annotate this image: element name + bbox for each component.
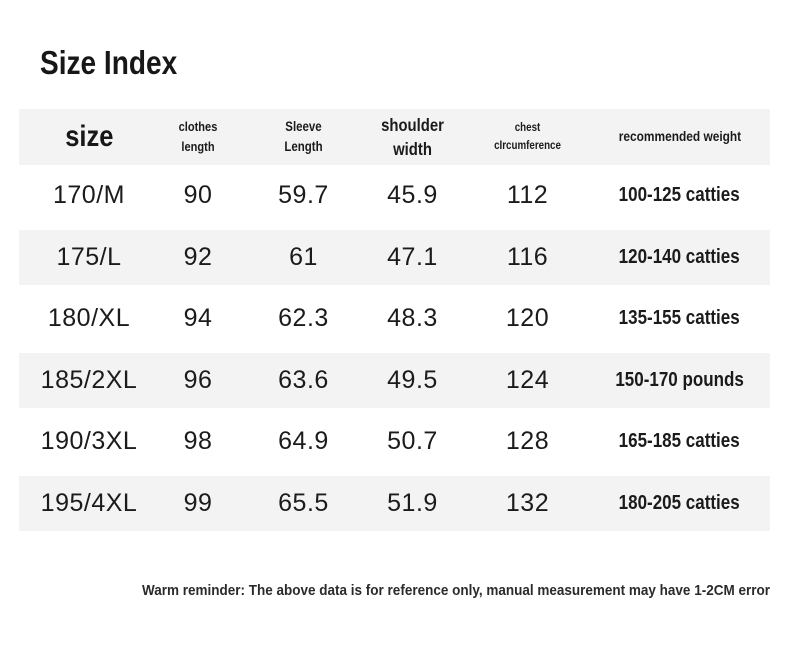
cell-shoulder-width: 51.9 xyxy=(387,488,438,517)
cell-chest-circumference: 128 xyxy=(505,427,550,456)
footer-note: Warm reminder: The above data is for ref… xyxy=(142,582,770,599)
header-cell-size: size xyxy=(19,120,159,154)
table-row-1852xl: 185/2XL 96 63.6 49.5 124 150-170 pounds xyxy=(19,349,770,411)
cell-shoulder-width: 48.3 xyxy=(387,304,438,333)
cell-clothes-length: 90 xyxy=(183,181,213,210)
cell-chest-circumference: 120 xyxy=(505,304,550,333)
table-row-170m: 170/M 90 59.7 45.9 112 100-125 catties xyxy=(19,165,770,227)
col-label-shoulder: shoulder xyxy=(381,115,444,135)
cell-clothes-length: 94 xyxy=(183,304,213,333)
table-row-180xl: 180/XL 94 62.3 48.3 120 135-155 catties xyxy=(19,288,770,350)
cell-clothes-length: 96 xyxy=(183,365,213,394)
cell-sleeve-length: 62.3 xyxy=(278,304,329,333)
header-cell-chest-circumference: chest cIrcumference xyxy=(455,119,600,155)
cell-size: 195/4XL xyxy=(40,488,138,517)
cell-chest-circumference: 124 xyxy=(505,365,550,394)
table-header-row: size clothes length Sleeve Length should… xyxy=(19,109,770,165)
col-label-sleeve-2: Length xyxy=(284,139,323,154)
cell-size: 180/XL xyxy=(47,304,131,333)
cell-size: 170/M xyxy=(53,181,125,210)
col-label-clothes-2: length xyxy=(181,139,215,154)
cell-clothes-length: 98 xyxy=(183,427,213,456)
cell-clothes-length: 92 xyxy=(183,242,213,271)
table-row-175l: 175/L 92 61 47.1 116 120-140 catties xyxy=(19,226,770,288)
header-cell-clothes-length: clothes length xyxy=(159,117,237,157)
col-label-size: size xyxy=(64,120,114,153)
size-table: size clothes length Sleeve Length should… xyxy=(19,109,770,534)
cell-sleeve-length: 65.5 xyxy=(278,488,329,517)
table-row-1903xl: 190/3XL 98 64.9 50.7 128 165-185 catties xyxy=(19,411,770,473)
cell-recommended-weight: 120-140 catties xyxy=(619,245,740,268)
page-title: Size Index xyxy=(40,44,178,81)
cell-shoulder-width: 47.1 xyxy=(387,242,438,271)
header-cell-recommended-weight: recommended weight xyxy=(600,128,770,146)
col-label-chest: chest xyxy=(514,122,541,134)
cell-recommended-weight: 100-125 catties xyxy=(619,184,740,207)
cell-size: 175/L xyxy=(56,242,122,271)
header-cell-shoulder-width: shoulder width xyxy=(370,113,455,161)
cell-shoulder-width: 50.7 xyxy=(387,427,438,456)
cell-shoulder-width: 45.9 xyxy=(387,181,438,210)
col-label-sleeve: Sleeve xyxy=(285,119,322,134)
header-cell-sleeve-length: Sleeve Length xyxy=(237,117,370,157)
cell-clothes-length: 99 xyxy=(183,488,213,517)
cell-recommended-weight: 180-205 catties xyxy=(619,491,740,514)
cell-chest-circumference: 132 xyxy=(505,488,550,517)
cell-recommended-weight: 135-155 catties xyxy=(619,307,740,330)
cell-shoulder-width: 49.5 xyxy=(387,365,438,394)
col-label-weight: recommended weight xyxy=(618,128,741,144)
table-row-1954xl: 195/4XL 99 65.5 51.9 132 180-205 catties xyxy=(19,472,770,534)
cell-sleeve-length: 64.9 xyxy=(278,427,329,456)
cell-chest-circumference: 112 xyxy=(506,181,549,210)
col-label-shoulder-2: width xyxy=(393,139,432,159)
cell-recommended-weight: 150-170 pounds xyxy=(615,368,744,391)
col-label-chest-2: cIrcumference xyxy=(494,140,561,152)
cell-size: 185/2XL xyxy=(40,365,138,394)
cell-sleeve-length: 63.6 xyxy=(278,365,329,394)
cell-recommended-weight: 165-185 catties xyxy=(619,430,740,453)
cell-size: 190/3XL xyxy=(40,427,138,456)
cell-chest-circumference: 116 xyxy=(506,242,549,271)
cell-sleeve-length: 61 xyxy=(289,242,318,271)
cell-sleeve-length: 59.7 xyxy=(278,181,329,210)
col-label-clothes: clothes xyxy=(178,119,218,134)
